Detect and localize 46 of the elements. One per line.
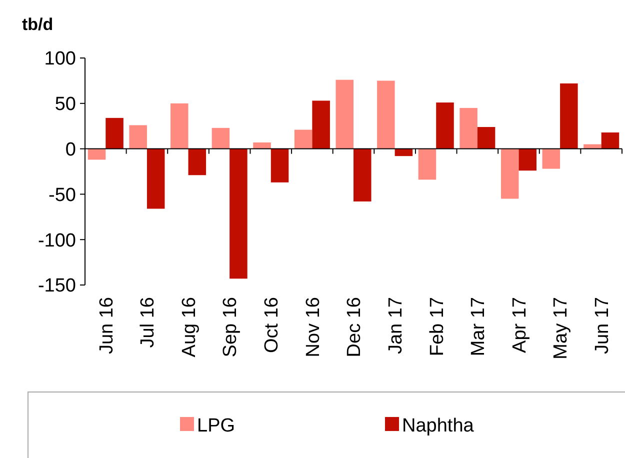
x-tick-label: Aug 16 — [178, 297, 200, 358]
y-tick-label: 50 — [54, 94, 76, 116]
bar — [542, 148, 560, 169]
bar — [336, 80, 354, 149]
x-tick-label: Jan 17 — [385, 297, 406, 354]
y-tick-label: -150 — [38, 276, 76, 297]
x-tick-label: Sep 16 — [220, 297, 242, 358]
bar — [212, 128, 230, 149]
x-tick-label: Mar 17 — [468, 297, 490, 356]
bar — [170, 103, 188, 149]
legend-label: Naphtha — [402, 416, 474, 437]
x-tick-label: May 17 — [550, 297, 572, 360]
bar — [418, 148, 436, 180]
y-tick-label: 100 — [44, 48, 76, 70]
bar — [500, 148, 519, 199]
bar — [106, 118, 124, 149]
x-tick-label: Feb 17 — [426, 297, 448, 356]
bar — [436, 102, 454, 149]
y-tick-label: 0 — [65, 139, 76, 160]
bar — [230, 148, 248, 279]
bar — [460, 108, 478, 149]
bar — [88, 148, 106, 160]
x-tick-label: Dec 16 — [344, 297, 366, 358]
bar — [312, 100, 330, 149]
bar — [354, 148, 372, 202]
y-axis-title: tb/d — [22, 15, 54, 34]
bar — [253, 142, 271, 149]
bar — [146, 148, 165, 209]
bar — [601, 132, 620, 149]
y-tick-label: -50 — [48, 184, 76, 206]
bar — [294, 130, 312, 149]
y-tick-label: -100 — [38, 230, 76, 252]
bar — [560, 83, 578, 149]
bar — [477, 127, 496, 149]
bar — [188, 148, 206, 176]
x-tick-label: Jun 17 — [592, 297, 613, 354]
bar — [377, 80, 395, 149]
x-tick-label: Jul 16 — [138, 297, 159, 348]
x-tick-label: Oct 16 — [262, 297, 283, 353]
bar — [129, 125, 147, 149]
x-tick-label: Nov 16 — [302, 297, 324, 358]
bar — [518, 148, 536, 171]
legend-label: LPG — [197, 416, 236, 437]
bar — [270, 148, 289, 182]
x-tick-label: Apr 17 — [509, 297, 530, 353]
x-tick-label: Jun 16 — [96, 297, 118, 354]
